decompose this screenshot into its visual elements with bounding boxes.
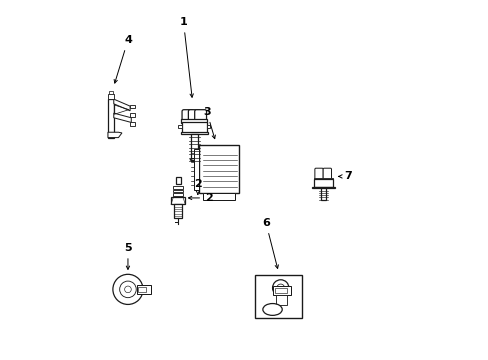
Bar: [203, 193, 235, 201]
Bar: [320, 188, 325, 200]
Text: 1: 1: [179, 17, 193, 97]
Text: 4: 4: [114, 35, 132, 83]
Bar: [273, 286, 291, 296]
FancyBboxPatch shape: [323, 168, 331, 180]
Bar: [199, 145, 239, 193]
Bar: [130, 122, 135, 126]
Bar: [275, 295, 286, 305]
FancyBboxPatch shape: [182, 110, 194, 124]
Polygon shape: [114, 113, 131, 122]
Text: 7: 7: [338, 171, 352, 181]
Bar: [174, 204, 182, 218]
FancyBboxPatch shape: [314, 168, 323, 180]
Circle shape: [124, 286, 131, 293]
Bar: [175, 177, 180, 184]
Bar: [173, 193, 183, 196]
Bar: [206, 125, 210, 128]
Bar: [313, 179, 332, 187]
Circle shape: [276, 284, 284, 292]
Bar: [190, 134, 198, 161]
Text: 3: 3: [203, 107, 215, 139]
Bar: [137, 285, 150, 293]
Text: 5: 5: [124, 243, 131, 269]
Bar: [109, 91, 112, 94]
Polygon shape: [114, 99, 130, 111]
Circle shape: [272, 280, 288, 296]
Bar: [178, 125, 182, 128]
Bar: [193, 149, 199, 190]
Bar: [130, 105, 135, 108]
Bar: [180, 132, 207, 134]
Bar: [314, 178, 332, 180]
Ellipse shape: [190, 159, 198, 161]
Bar: [254, 275, 302, 318]
FancyBboxPatch shape: [194, 110, 206, 124]
Bar: [311, 187, 334, 188]
Text: 2: 2: [194, 179, 202, 194]
Bar: [108, 94, 114, 99]
Bar: [181, 119, 207, 123]
Polygon shape: [108, 132, 122, 138]
Circle shape: [113, 274, 142, 305]
Text: 6: 6: [262, 218, 278, 269]
Bar: [171, 197, 185, 204]
Bar: [275, 288, 286, 293]
FancyBboxPatch shape: [188, 110, 200, 124]
Bar: [130, 113, 135, 117]
Text: 2: 2: [188, 193, 212, 203]
Ellipse shape: [263, 303, 282, 315]
Bar: [182, 122, 206, 133]
Bar: [173, 186, 183, 189]
Bar: [138, 287, 145, 292]
Circle shape: [120, 281, 136, 298]
Bar: [108, 99, 114, 138]
Bar: [173, 190, 183, 193]
